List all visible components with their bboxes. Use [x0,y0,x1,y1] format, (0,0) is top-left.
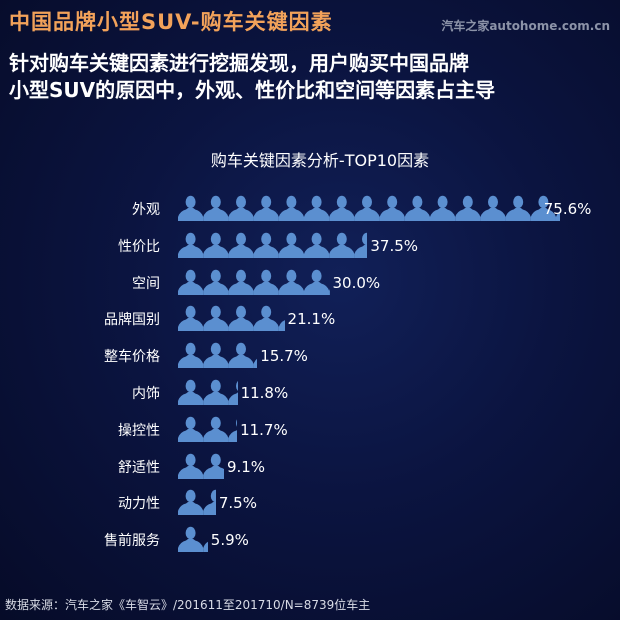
category-label: 动力性 [118,496,160,513]
brand-watermark: 汽车之家autohome.com.cn [441,19,610,33]
category-label: 品牌国别 [104,312,160,329]
category-label: 内饰 [132,386,160,402]
person-icon [178,232,368,258]
person-icon [178,416,238,442]
category-label: 外观 [132,202,160,218]
value-label: 7.5% [218,494,257,513]
value-label: 9.1% [226,457,266,476]
subtitle: 针对购车关键因素进行挖掘发现，用户购买中国品牌 小型SUV的原因中，外观、性价比… [9,50,619,104]
category-label: 整车价格 [104,349,160,366]
person-icon [178,453,224,479]
person-icon-bar [178,526,208,553]
chart-row: 外观 [0,195,620,225]
value-label: 15.7% [260,347,308,366]
person-icon [178,306,285,332]
chart-row: 空间 30.0% [0,269,620,299]
person-icon-bar [178,269,330,295]
person-icon-bar [178,416,238,442]
chart-row: 内饰 11.8% [0,379,620,409]
chart-row: 操控性 11.7% [0,416,620,446]
subtitle-line-1: 针对购车关键因素进行挖掘发现，用户购买中国品牌 [9,51,469,75]
chart-row: 性价比 [0,232,620,262]
person-icon-bar [178,379,238,405]
chart-row: 舒适性 9.1% [0,453,620,483]
person-icon [178,269,330,295]
chart-row: 售前服务 5.9% [0,526,620,556]
data-source: 数据来源：汽车之家《车智云》/201611至201710/N=8739位车主 [5,598,371,612]
category-label: 售前服务 [104,533,160,550]
person-icon-bar [178,305,285,332]
person-icon-bar [178,342,258,369]
value-label: 37.5% [370,236,419,255]
person-icon-bar [178,453,224,479]
person-icon-bar [178,195,560,221]
category-label: 性价比 [118,238,160,255]
chart-title: 购车关键因素分析-TOP10因素 [210,151,430,170]
value-label: 11.8% [240,384,289,402]
value-label: 5.9% [210,531,249,550]
person-icon [178,195,560,221]
category-label: 舒适性 [118,459,160,476]
person-icon-bar [178,489,216,516]
person-icon [178,342,258,369]
value-label: 30.0% [332,273,381,292]
value-label: 21.1% [287,310,336,329]
value-label: 11.7% [240,420,288,439]
person-icon [178,490,216,516]
chart-row: 品牌国别 21.1% [0,305,620,335]
person-icon [178,379,238,405]
person-icon [178,526,208,553]
chart-row: 整车价格 15.7% [0,342,620,372]
category-label: 空间 [132,275,160,292]
chart-row: 动力性 7.5% [0,489,620,519]
value-label: 75.6% [543,200,592,218]
subtitle-line-2: 小型SUV的原因中，外观、性价比和空间等因素占主导 [9,78,496,102]
category-label: 操控性 [118,422,160,439]
person-icon-bar [178,232,368,258]
page-title: 中国品牌小型SUV-购车关键因素 [9,10,333,34]
